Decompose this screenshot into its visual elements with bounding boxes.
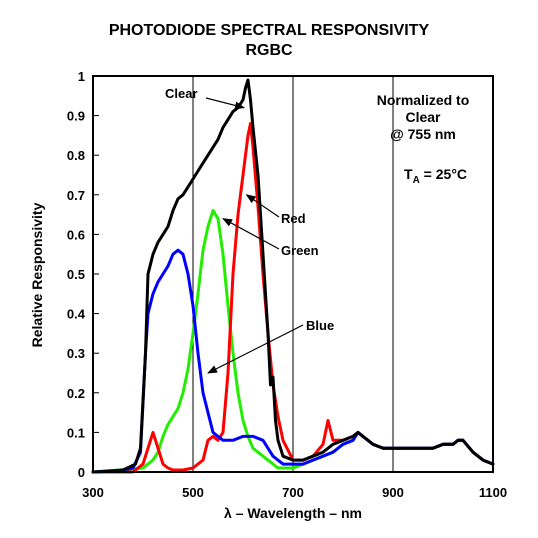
chart-title: PHOTODIODE SPECTRAL RESPONSIVITY xyxy=(108,22,430,39)
tick-labels: 0 0.1 0.2 0.3 0.4 0.5 0.6 0.7 0.8 0.9 1 300 500 700 90… xyxy=(67,69,507,500)
y-tick-label: 0.8 xyxy=(67,148,85,163)
y-tick-label: 0.3 xyxy=(67,346,85,361)
y-axis-label: Relative Responsivity xyxy=(29,202,45,348)
annotation-arrow-blue xyxy=(207,324,304,374)
temperature-note: TA = 25°C xyxy=(404,166,467,186)
chart-subtitle: RGBC xyxy=(245,42,293,59)
y-tick-label: 0.6 xyxy=(67,227,85,242)
annotations xyxy=(205,97,304,374)
x-tick-label: 500 xyxy=(182,485,204,500)
annotation-blue: Blue xyxy=(306,318,335,333)
annotation-clear: Clear xyxy=(165,86,198,101)
x-tick-label: 1100 xyxy=(479,485,507,500)
annotation-arrow-clear xyxy=(205,97,245,110)
annotation-arrow-green xyxy=(222,218,280,250)
y-tick-label: 0.7 xyxy=(67,188,85,203)
temperature-subscript: A xyxy=(412,174,420,186)
normalization-note-line-3: @ 755 nm xyxy=(390,126,456,142)
temperature-symbol: T xyxy=(404,166,413,182)
normalization-note-line-1: Normalized to xyxy=(376,92,470,108)
x-tick-label: 700 xyxy=(282,485,304,500)
annotation-green: Green xyxy=(281,243,319,258)
series-clear-line xyxy=(91,78,495,474)
normalization-note-line-2: Clear xyxy=(405,109,441,125)
x-tick-label: 900 xyxy=(382,485,404,500)
annotation-red: Red xyxy=(281,211,306,226)
y-tick-label: 0 xyxy=(78,465,85,480)
y-tick-label: 0.4 xyxy=(67,307,86,322)
y-tick-label: 0.2 xyxy=(67,386,85,401)
grid-lines xyxy=(192,76,394,472)
series-layer xyxy=(91,78,495,474)
temperature-value: = 25°C xyxy=(419,166,468,182)
x-tick-label: 300 xyxy=(82,485,104,500)
annotation-arrow-red xyxy=(245,194,280,218)
y-tick-label: 0.9 xyxy=(67,109,85,124)
y-tick-label: 0.1 xyxy=(67,425,85,440)
x-axis-label: λ – Wavelength – nm xyxy=(224,505,362,521)
y-tick-label: 0.5 xyxy=(67,267,85,282)
y-tick-label: 1 xyxy=(78,69,85,84)
